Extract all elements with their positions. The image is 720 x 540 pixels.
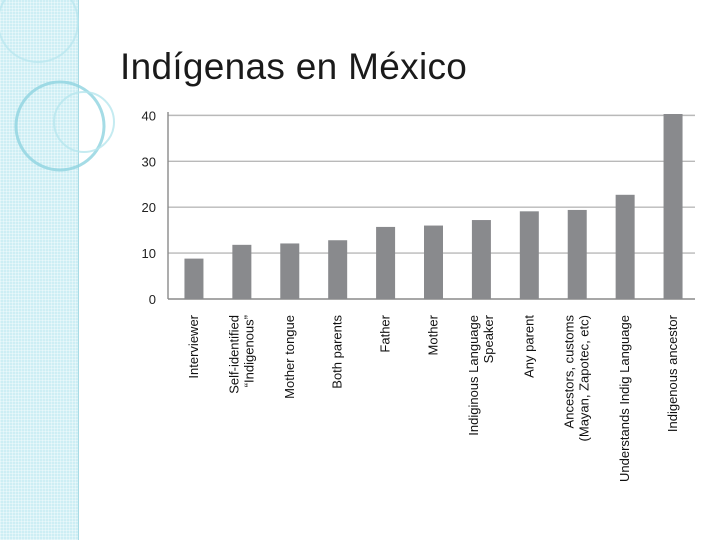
- bar-layer: [184, 114, 683, 299]
- deco-circle-large: [14, 80, 106, 172]
- category-label: Interviewer: [186, 314, 201, 378]
- category-label: Speaker: [481, 314, 496, 363]
- category-label: Mother: [426, 314, 441, 355]
- y-tick-label: 0: [149, 292, 156, 307]
- y-tick-layer: 0 10 20 30 40: [142, 108, 156, 307]
- category-label: Father: [378, 314, 393, 352]
- bar: [519, 211, 539, 299]
- y-tick-label: 10: [142, 246, 156, 261]
- category-label-layer: Interviewer Self-identified “Indigenous” Mo…: [186, 314, 680, 482]
- category-label: Mother tongue: [282, 315, 297, 399]
- bar: [280, 243, 300, 299]
- deco-circle-top: [0, 0, 79, 63]
- bar: [567, 209, 587, 299]
- category-label: Indiginous Language: [466, 315, 481, 436]
- decorative-circles: [0, 0, 115, 172]
- bar: [376, 226, 396, 299]
- category-label: Self-identified: [226, 315, 241, 394]
- bar: [328, 240, 348, 299]
- bar: [232, 244, 252, 299]
- category-label: Ancestors, customs: [562, 315, 577, 429]
- decorative-side-strip: [0, 0, 79, 540]
- bar: [424, 225, 443, 299]
- deco-circle-small: [53, 91, 115, 153]
- bar-chart: 0 10 20 30 40 Interviewer Self-identified “Ind…: [142, 108, 695, 482]
- bar: [471, 220, 491, 299]
- bar: [184, 258, 204, 299]
- category-label: (Mayan, Zapotec, etc): [577, 315, 592, 441]
- bar: [663, 114, 683, 299]
- category-label: Both parents: [330, 315, 345, 389]
- category-label: Any parent: [521, 315, 536, 378]
- y-tick-label: 30: [142, 154, 156, 169]
- bar: [615, 194, 635, 299]
- category-label: “Indigenous”: [241, 315, 256, 387]
- category-label: Indigenous ancestor: [665, 314, 680, 432]
- category-label: Understands Indig Language: [617, 315, 632, 482]
- y-tick-label: 20: [142, 200, 156, 215]
- slide-title: Indígenas en México: [120, 46, 468, 87]
- y-tick-label: 40: [142, 108, 156, 123]
